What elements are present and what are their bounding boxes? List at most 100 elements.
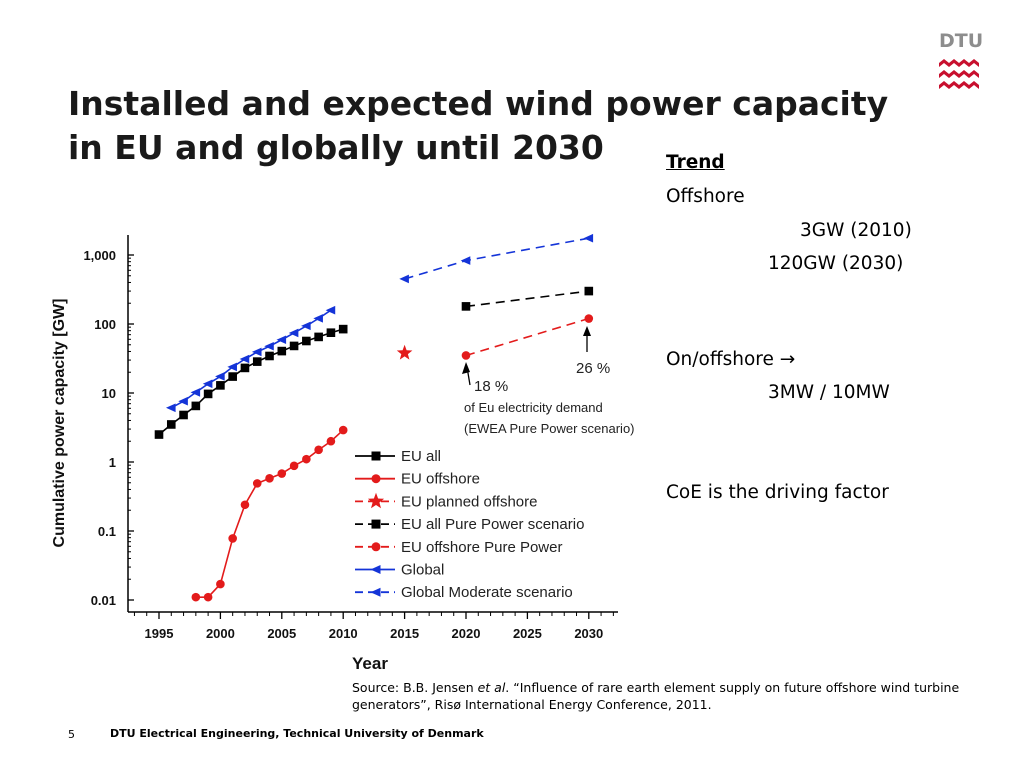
y-tick-label: 10: [102, 386, 116, 401]
x-axis-label: Year: [352, 654, 388, 673]
data-point-square: [584, 286, 594, 296]
data-point-triangle-left: [251, 347, 262, 357]
title-line-1: Installed and expected wind power capaci…: [68, 84, 889, 123]
legend-label: EU all Pure Power scenario: [401, 516, 584, 533]
data-point-square: [240, 363, 250, 373]
data-point-circle: [265, 474, 274, 483]
coe-text: CoE is the driving factor: [666, 482, 889, 503]
series-line: [195, 429, 344, 598]
legend-label: EU offshore: [401, 471, 480, 488]
data-point-circle: [326, 436, 336, 446]
data-point-circle: [338, 425, 348, 435]
data-point-circle: [461, 351, 471, 360]
chart-series: [154, 233, 594, 602]
data-point-triangle-left: [276, 335, 287, 345]
legend-item-eu-offshore: EU offshore: [355, 471, 480, 488]
legend-item-global: Global: [355, 562, 444, 579]
legend-label: Global: [401, 562, 444, 579]
series-line: [465, 290, 589, 308]
data-point-circle: [302, 454, 311, 464]
x-tick-label: 2000: [206, 626, 235, 641]
data-point-circle: [203, 592, 213, 602]
series-global-moderate-scenario: [399, 233, 594, 284]
data-point-circle: [584, 314, 594, 323]
source-rest: . “Influence of rare earth element suppl…: [352, 680, 960, 712]
data-point-square: [154, 430, 164, 439]
data-point-square: [302, 336, 311, 346]
data-point-square: [289, 341, 299, 351]
annotation-18-pct: 18 %: [474, 378, 508, 395]
data-point-square: [203, 389, 213, 399]
data-point-triangle-left: [202, 379, 213, 389]
arrow-18-head: [462, 362, 470, 374]
annotation-26-pct: 26 %: [576, 360, 610, 377]
series-eu-offshore: [191, 425, 348, 602]
annotation-note-line1: of Eu electricity demand: [464, 400, 603, 415]
chart-legend: EU all EU offshore EU planned offshore EU a…: [355, 448, 584, 601]
offshore-2010-value: 3GW (2010): [800, 220, 912, 241]
trend-heading: Trend: [666, 152, 725, 173]
logo-text: DTU: [939, 30, 984, 52]
data-point-triangle-left: [313, 314, 323, 323]
legend-marker: [370, 587, 381, 597]
legend-item-eu-planned-offshore: EU planned offshore: [355, 492, 538, 510]
data-point-circle: [216, 579, 225, 589]
series-eu-planned-offshore: [396, 344, 413, 360]
y-tick-label: 0.1: [98, 524, 116, 539]
legend-item-global-moderate-scenario: Global Moderate scenario: [355, 584, 573, 601]
x-tick-label: 2005: [267, 626, 296, 641]
y-tick-label: 1,000: [83, 248, 116, 263]
series-global: [165, 305, 336, 413]
data-point-square: [277, 346, 287, 356]
legend-marker: [367, 492, 385, 509]
x-tick-label: 2030: [574, 626, 603, 641]
data-point-square: [216, 381, 225, 390]
slide-title: Installed and expected wind power capaci…: [68, 82, 938, 170]
data-point-triangle-left: [264, 341, 274, 351]
legend-item-eu-offshore-pure-power: EU offshore Pure Power: [355, 539, 562, 556]
legend-marker: [371, 451, 381, 461]
series-eu-all-pure-power-scenario: [461, 286, 594, 311]
offshore-2030-value: 120GW (2030): [768, 253, 904, 274]
data-point-circle: [191, 592, 201, 602]
source-citation: Source: B.B. Jensen et al. “Influence of…: [352, 679, 972, 713]
data-point-triangle-left: [288, 328, 299, 338]
data-point-triangle-left: [227, 362, 237, 372]
legend-label: EU planned offshore: [401, 493, 538, 510]
page-number: 5: [68, 728, 75, 741]
data-point-square: [338, 324, 348, 334]
data-point-square: [191, 401, 201, 411]
chart-annotations: 26 % 18 % of Eu electricity demand (EWEA Pu…: [462, 326, 635, 436]
legend-label: EU offshore Pure Power: [401, 539, 562, 556]
data-point-square: [265, 351, 274, 361]
data-point-triangle-left: [239, 354, 250, 364]
legend-label: EU all: [401, 448, 441, 465]
x-tick-label: 2025: [513, 626, 542, 641]
logo-waves-icon: [939, 59, 979, 89]
y-tick-label: 100: [94, 317, 116, 332]
data-point-square: [228, 372, 237, 381]
data-point-triangle-left: [301, 321, 311, 331]
legend-item-eu-all: EU all: [355, 448, 441, 465]
source-prefix: Source: B.B. Jensen: [352, 680, 478, 695]
data-point-triangle-left: [583, 233, 594, 243]
data-point-triangle-left: [215, 372, 225, 381]
x-tick-label: 1995: [145, 626, 174, 641]
title-line-2: in EU and globally until 2030: [68, 128, 604, 167]
data-point-triangle-left: [399, 274, 409, 284]
legend-marker: [371, 474, 381, 484]
data-point-circle: [277, 469, 287, 478]
legend-marker: [371, 542, 381, 552]
dtu-logo: DTU: [936, 30, 984, 100]
series-line: [404, 237, 589, 280]
data-point-square: [252, 357, 262, 366]
data-point-square: [166, 420, 176, 429]
annotation-note-line2: (EWEA Pure Power scenario): [464, 421, 635, 436]
data-point-triangle-left: [190, 388, 201, 397]
chart-axes: 0.01 0.1 1 10 100 1,000 1995 2000 2005 2010 2015 20…: [51, 235, 618, 673]
data-point-triangle-left: [325, 305, 336, 315]
series-line: [158, 328, 344, 436]
onoff-value: 3MW / 10MW: [768, 382, 890, 403]
source-etal: et al: [477, 680, 506, 695]
data-point-square: [179, 410, 188, 420]
